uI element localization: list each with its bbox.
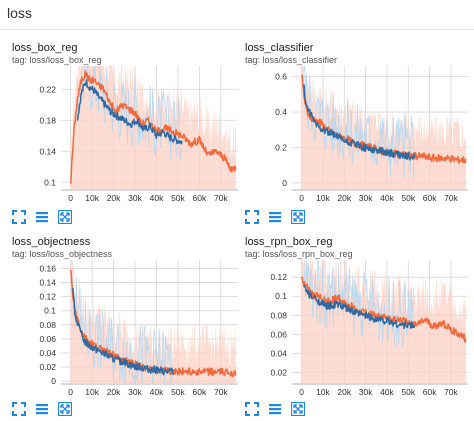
x-tick-label: 20k (107, 193, 121, 203)
data-table-icon[interactable] (35, 402, 49, 416)
y-tick-label: 0.02 (39, 362, 56, 372)
y-tick-label: 0.06 (270, 329, 287, 339)
chart-tag: tag: loss/loss_rpn_box_reg (245, 249, 353, 259)
expand-chart-icon[interactable] (291, 402, 305, 416)
x-tick-label: 30k (359, 193, 373, 203)
chart-title: loss_classifier (245, 42, 314, 54)
y-tick-label: 0.1 (275, 291, 287, 301)
x-tick-label: 40k (150, 193, 164, 203)
y-tick-label: 0 (51, 376, 56, 386)
fit-domain-icon[interactable] (12, 210, 26, 224)
x-tick-label: 0 (68, 193, 73, 203)
chart-controls (12, 402, 72, 416)
chart-title: loss_box_reg (12, 42, 78, 54)
x-tick-label: 10k (85, 193, 99, 203)
raw-blue-trace (76, 66, 182, 161)
chart-tag: tag: loss/loss_box_reg (12, 55, 102, 65)
x-tick-label: 60k (193, 387, 207, 397)
y-tick-label: 0.04 (39, 348, 56, 358)
x-tick-label: 60k (423, 193, 437, 203)
raw-orange-band (301, 66, 466, 190)
y-tick-label: 0 (282, 178, 287, 188)
data-table-icon[interactable] (268, 210, 282, 224)
x-tick-label: 50k (401, 193, 415, 203)
chart-card-loss-objectness: loss_objectness tag: loss/loss_objectnes… (12, 236, 238, 418)
x-tick-label: 0 (299, 387, 304, 397)
x-tick-label: 70k (214, 193, 228, 203)
data-table-icon[interactable] (35, 210, 49, 224)
x-tick-label: 30k (128, 193, 142, 203)
line-chart[interactable]: 0.02 0.04 0.06 0.08 0.1 0.12 0 10k 20k 30k 40k 50k 6… (245, 236, 470, 404)
fit-domain-icon[interactable] (245, 210, 259, 224)
x-tick-label: 0 (68, 387, 73, 397)
chart-tag: tag: loss/loss_objectness (12, 249, 113, 259)
line-chart[interactable]: 0 0.2 0.4 0.6 0 10k 20k 30k 40k 50k 60k 70k (245, 42, 470, 210)
x-tick-label: 30k (128, 387, 142, 397)
fit-domain-icon[interactable] (12, 402, 26, 416)
chart-controls (245, 402, 305, 416)
y-tick-label: 0.16 (39, 263, 56, 273)
x-tick-label: 50k (401, 387, 415, 397)
x-tick-label: 70k (444, 387, 458, 397)
y-tick-label: 0.08 (39, 320, 56, 330)
section-title: loss (7, 5, 32, 21)
y-tick-label: 0.06 (39, 334, 56, 344)
x-tick-label: 30k (359, 387, 373, 397)
x-tick-label: 70k (444, 193, 458, 203)
y-tick-label: 0.02 (270, 368, 287, 378)
y-tick-label: 0.12 (39, 292, 56, 302)
y-tick-label: 0.12 (270, 272, 287, 282)
series-line-blue (76, 79, 183, 145)
x-tick-label: 10k (85, 387, 99, 397)
x-tick-label: 70k (214, 387, 228, 397)
chart-controls (245, 210, 305, 224)
x-tick-label: 40k (380, 193, 394, 203)
raw-blue-trace (303, 66, 415, 181)
fit-domain-icon[interactable] (245, 402, 259, 416)
y-tick-label: 0.22 (39, 84, 56, 94)
x-tick-label: 60k (193, 193, 207, 203)
x-tick-label: 20k (337, 193, 351, 203)
x-tick-label: 20k (107, 387, 121, 397)
series-line-blue (302, 284, 416, 330)
series-line-blue (72, 288, 174, 376)
data-table-icon[interactable] (268, 402, 282, 416)
x-tick-label: 50k (171, 387, 185, 397)
series-line-orange (301, 74, 467, 164)
chart-title: loss_rpn_box_reg (245, 236, 333, 248)
x-tick-label: 10k (316, 193, 330, 203)
chart-controls (12, 210, 72, 224)
raw-orange-band (70, 260, 236, 384)
y-tick-label: 0.14 (39, 146, 56, 156)
y-tick-label: 0.1 (44, 177, 56, 187)
line-chart[interactable]: 0.1 0.14 0.18 0.22 0 10k 20k 30k 40k 50k 60k 70k (12, 42, 238, 210)
y-tick-label: 0.08 (270, 310, 287, 320)
section-header[interactable]: loss (0, 0, 474, 30)
x-tick-label: 50k (171, 193, 185, 203)
y-tick-label: 0.14 (39, 278, 56, 288)
x-tick-label: 60k (423, 387, 437, 397)
series-line-blue (302, 84, 416, 161)
y-tick-label: 0.6 (275, 72, 287, 82)
chart-card-loss-rpn-box-reg: loss_rpn_box_reg tag: loss/loss_rpn_box_… (245, 236, 470, 418)
y-tick-label: 0.1 (44, 306, 56, 316)
line-chart[interactable]: 0 0.02 0.04 0.06 0.08 0.1 0.12 0.14 0.16 0 10k 20k 3… (12, 236, 238, 404)
chart-card-loss-classifier: loss_classifier tag: loss/loss_classifie… (245, 42, 470, 224)
y-tick-label: 0.4 (275, 107, 287, 117)
x-tick-label: 40k (380, 387, 394, 397)
x-tick-label: 20k (337, 387, 351, 397)
y-tick-label: 0.18 (39, 115, 56, 125)
x-tick-label: 40k (150, 387, 164, 397)
x-tick-label: 10k (316, 387, 330, 397)
expand-chart-icon[interactable] (58, 210, 72, 224)
expand-chart-icon[interactable] (291, 210, 305, 224)
chart-card-loss-box-reg: loss_box_reg tag: loss/loss_box_reg 0.1 0… (12, 42, 238, 224)
y-tick-label: 0.04 (270, 348, 287, 358)
x-tick-label: 0 (299, 193, 304, 203)
expand-chart-icon[interactable] (58, 402, 72, 416)
y-tick-label: 0.2 (275, 142, 287, 152)
chart-title: loss_objectness (12, 236, 91, 248)
raw-blue-trace (303, 260, 415, 348)
chart-tag: tag: loss/loss_classifier (245, 55, 338, 65)
